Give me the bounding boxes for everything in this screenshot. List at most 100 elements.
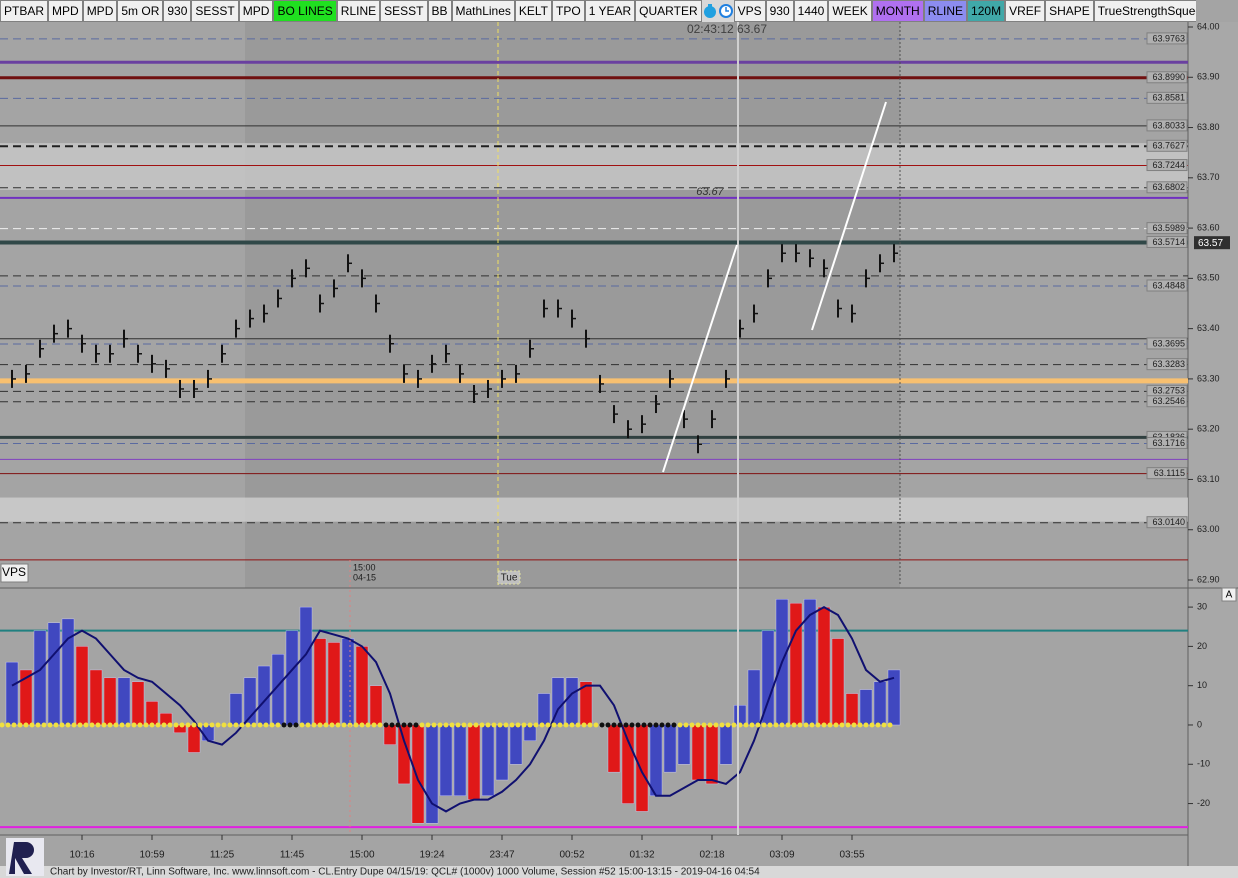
toolbar-button[interactable]: SESST (380, 0, 428, 22)
toolbar-button[interactable]: RLINE (336, 0, 381, 22)
squeeze-dot (791, 722, 797, 728)
toolbar-button[interactable]: SESST (191, 0, 239, 22)
toolbar-button[interactable]: 1440 (793, 0, 829, 22)
corner-label[interactable]: A (1226, 590, 1233, 601)
toolbar-button[interactable]: VREF (1005, 0, 1046, 22)
squeeze-dot (653, 722, 659, 728)
toolbar-button[interactable]: 930 (163, 0, 192, 22)
squeeze-dot (647, 722, 653, 728)
vps-box[interactable] (0, 563, 29, 583)
squeeze-dot (575, 722, 581, 728)
toolbar-button[interactable]: BB (427, 0, 452, 22)
squeeze-dot (539, 722, 545, 728)
toolbar-button[interactable]: SHAPE (1045, 0, 1094, 22)
zone (0, 143, 1188, 190)
squeeze-dot (287, 722, 293, 728)
toolbar-button[interactable]: TrueStrengthSqueeze (1093, 0, 1196, 22)
squeeze-dot (65, 722, 71, 728)
squeeze-dot (857, 722, 863, 728)
squeeze-dot (35, 722, 41, 728)
squeeze-dot (149, 722, 155, 728)
histogram-bar (229, 693, 243, 726)
toolbar-button[interactable]: WEEK (828, 0, 872, 22)
level-label-box (1146, 119, 1188, 132)
squeeze-dot (503, 722, 509, 728)
x-tick-label: 00:52 (559, 850, 584, 861)
squeeze-dot (773, 722, 779, 728)
toolbar-button[interactable]: MathLines (451, 0, 515, 22)
squeeze-dot (779, 722, 785, 728)
toolbar-button[interactable]: RLINE (923, 0, 968, 22)
toolbar-button[interactable]: 120M (967, 0, 1006, 22)
squeeze-dot (401, 722, 407, 728)
squeeze-dot (167, 722, 173, 728)
toolbar-button[interactable]: PTBAR (0, 0, 49, 22)
squeeze-dot (377, 722, 383, 728)
level-label-box (1146, 337, 1188, 350)
timer-icon[interactable] (702, 0, 718, 22)
last-price-label: 63.57 (1198, 238, 1223, 249)
toolbar-button[interactable]: 930 (765, 0, 794, 22)
squeeze-dot (515, 722, 521, 728)
histogram-bar (607, 724, 621, 773)
squeeze-dot (257, 722, 263, 728)
toolbar-button[interactable]: MPD (238, 0, 274, 22)
squeeze-dot (713, 722, 719, 728)
squeeze-dot (803, 722, 809, 728)
y-tick-label: 63.80 (1197, 122, 1220, 132)
corner-box[interactable] (1221, 587, 1237, 602)
x-tick-label: 19:24 (419, 850, 444, 861)
toolbar-button[interactable]: TPO (552, 0, 585, 22)
squeeze-dot (545, 722, 551, 728)
squeeze-dot (473, 722, 479, 728)
toolbar-button[interactable]: VPS (733, 0, 766, 22)
squeeze-dot (719, 722, 725, 728)
squeeze-dot (275, 722, 281, 728)
y-tick-label: -20 (1197, 798, 1210, 808)
toolbar-button[interactable]: 1 YEAR (584, 0, 636, 22)
toolbar-button[interactable]: 5m OR (117, 0, 164, 22)
level-label-box (1146, 395, 1188, 408)
squeeze-dot (353, 722, 359, 728)
squeeze-dot (887, 722, 893, 728)
toolbar-button[interactable]: KELT (514, 0, 553, 22)
squeeze-dot (101, 722, 107, 728)
squeeze-dot (281, 722, 287, 728)
squeeze-dot (527, 722, 533, 728)
level-label: 63.1836 (1152, 432, 1185, 442)
histogram-bar (873, 681, 887, 726)
session-shade (245, 22, 900, 588)
level-label: 63.5714 (1152, 237, 1185, 247)
clock-icon[interactable] (718, 0, 734, 22)
squeeze-dot (233, 722, 239, 728)
level-label-box (1146, 222, 1188, 235)
level-label: 63.2546 (1152, 396, 1185, 406)
panel-label[interactable]: VPS (2, 565, 26, 579)
toolbar-button[interactable]: QUARTER (635, 0, 702, 22)
x-tick-label: 01:32 (629, 850, 654, 861)
y-axis-area (1188, 22, 1238, 878)
histogram-bar (635, 724, 649, 812)
x-tick-label: 10:16 (69, 850, 94, 861)
toolbar-button[interactable]: MPD (48, 0, 83, 22)
squeeze-dot (41, 722, 47, 728)
histogram-bar (803, 599, 817, 726)
squeeze-dot (89, 722, 95, 728)
toolbar-button[interactable]: MPD (82, 0, 118, 22)
histogram-bar (47, 622, 61, 726)
squeeze-dot (431, 722, 437, 728)
squeeze-dot (161, 722, 167, 728)
toolbar-button[interactable]: MONTH (871, 0, 924, 22)
squeeze-dot (191, 722, 197, 728)
level-label-box (1146, 235, 1188, 248)
squeeze-dot (239, 722, 245, 728)
squeeze-dot (131, 722, 137, 728)
histogram-bar (789, 602, 803, 726)
squeeze-dot (119, 722, 125, 728)
toolbar-button[interactable]: BO LINES (273, 0, 337, 22)
y-tick-label: 63.40 (1197, 323, 1220, 333)
squeeze-dot (761, 722, 767, 728)
squeeze-dot (83, 722, 89, 728)
histogram-bar (691, 724, 705, 781)
level-label-box (1146, 91, 1188, 104)
